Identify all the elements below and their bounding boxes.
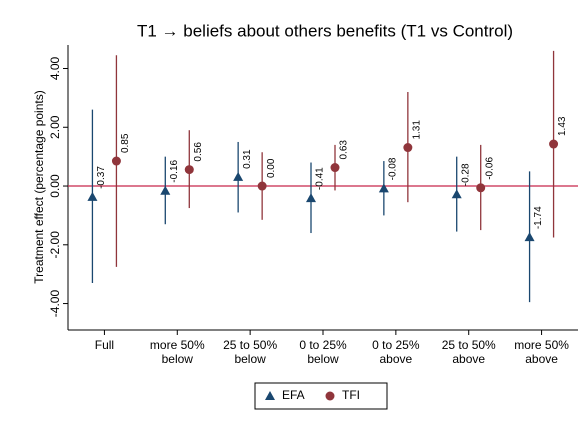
value-label: 1.31: [411, 120, 422, 140]
x-tick-label: 0 to 25%: [372, 338, 420, 352]
point: [87, 191, 98, 201]
x-tick-label: below: [307, 352, 339, 366]
x-tick-label: 25 to 50%: [442, 338, 496, 352]
point: [403, 143, 413, 153]
x-tick-label: above: [525, 352, 558, 366]
x-tick-label: 0 to 25%: [299, 338, 347, 352]
point: [476, 183, 486, 193]
point: [549, 139, 559, 149]
point: [265, 391, 275, 400]
value-label: -0.37: [96, 166, 107, 189]
value-label: -0.41: [315, 167, 326, 190]
y-tick-label: 2.00: [48, 115, 62, 139]
x-tick-label: 25 to 50%: [223, 338, 277, 352]
value-label: 0.85: [120, 133, 131, 153]
legend-label: TFI: [342, 388, 360, 402]
value-label: -0.16: [169, 160, 180, 183]
x-tick-label: below: [162, 352, 194, 366]
point: [111, 156, 121, 166]
point: [160, 185, 171, 195]
legend-box: [254, 382, 388, 410]
point: [257, 181, 267, 191]
y-tick-label: 4.00: [48, 57, 62, 81]
value-label: 0.00: [266, 158, 277, 178]
y-tick-label: -2.00: [48, 231, 62, 259]
point: [330, 163, 340, 173]
value-label: -0.08: [387, 157, 398, 180]
value-label: 0.56: [193, 142, 204, 162]
point: [306, 193, 316, 203]
chart-title: T1 → beliefs about others benefits (T1 v…: [137, 21, 513, 40]
value-label: 0.63: [339, 140, 350, 160]
value-label: -0.28: [460, 163, 471, 186]
x-tick-label: below: [234, 352, 266, 366]
legend-label: EFA: [282, 388, 305, 402]
x-tick-label: more 50%: [514, 338, 569, 352]
y-tick-label: -4.00: [48, 290, 62, 318]
y-tick-label: 0.00: [48, 174, 62, 198]
point: [378, 183, 389, 193]
x-tick-label: Full: [95, 338, 114, 352]
point: [184, 165, 194, 175]
value-label: 1.43: [557, 116, 568, 136]
value-label: 0.31: [242, 149, 253, 169]
x-tick-label: above: [380, 352, 413, 366]
point: [524, 232, 535, 242]
y-axis-label: Treatment effect (percentage points): [32, 90, 46, 283]
value-label: -0.06: [484, 157, 495, 180]
point: [325, 391, 335, 401]
x-tick-label: more 50%: [150, 338, 205, 352]
point: [451, 189, 462, 199]
x-tick-label: above: [452, 352, 485, 366]
value-label: -1.74: [533, 206, 544, 229]
point: [233, 171, 244, 181]
